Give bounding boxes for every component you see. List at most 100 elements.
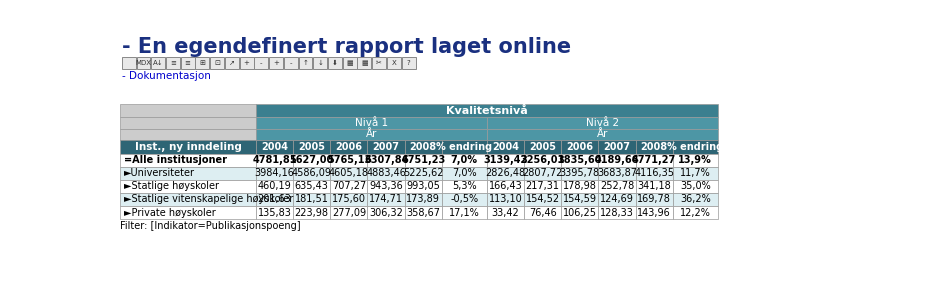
- Text: 2826,48: 2826,48: [485, 168, 525, 178]
- Text: -: -: [290, 60, 292, 66]
- Text: 635,43: 635,43: [295, 181, 329, 191]
- Text: 4189,66: 4189,66: [595, 155, 640, 165]
- Bar: [524, 167, 561, 180]
- Bar: [358, 57, 371, 69]
- Bar: [524, 193, 561, 206]
- Bar: [487, 167, 524, 180]
- Text: 2008: 2008: [410, 142, 437, 152]
- Text: ⊞: ⊞: [199, 60, 206, 66]
- Text: ⊡: ⊡: [214, 60, 220, 66]
- Bar: [487, 180, 524, 193]
- Bar: [673, 154, 718, 167]
- Bar: [487, 193, 524, 206]
- Text: 7,0%: 7,0%: [451, 155, 478, 165]
- Text: A↓: A↓: [153, 60, 164, 66]
- Bar: [120, 180, 256, 193]
- Text: 124,69: 124,69: [600, 194, 634, 204]
- Bar: [331, 193, 368, 206]
- Bar: [561, 206, 599, 219]
- Text: ≡: ≡: [184, 60, 191, 66]
- Bar: [599, 206, 636, 219]
- Text: ✂: ✂: [376, 60, 382, 66]
- Bar: [122, 57, 136, 69]
- Text: ►Statlige vitenskapelige høyskoler: ►Statlige vitenskapelige høyskoler: [124, 194, 293, 204]
- Text: 174,71: 174,71: [369, 194, 403, 204]
- Bar: [120, 118, 256, 129]
- Bar: [166, 57, 180, 69]
- Bar: [269, 57, 283, 69]
- Bar: [293, 193, 331, 206]
- Text: 201,63: 201,63: [258, 194, 291, 204]
- Text: % endring: % endring: [668, 142, 723, 152]
- Text: ►Private høyskoler: ►Private høyskoler: [124, 208, 216, 218]
- Bar: [673, 167, 718, 180]
- Bar: [636, 206, 673, 219]
- Text: 106,25: 106,25: [563, 208, 597, 218]
- Text: 4586,09: 4586,09: [291, 168, 331, 178]
- Bar: [487, 154, 524, 167]
- Bar: [239, 57, 253, 69]
- Text: MDX: MDX: [136, 60, 152, 66]
- Text: 7,0%: 7,0%: [452, 168, 477, 178]
- Bar: [331, 180, 368, 193]
- Text: 76,46: 76,46: [529, 208, 557, 218]
- Bar: [196, 57, 209, 69]
- Bar: [487, 129, 718, 140]
- Bar: [405, 180, 442, 193]
- Text: 5225,62: 5225,62: [403, 168, 443, 178]
- Text: 173,89: 173,89: [406, 194, 440, 204]
- Bar: [442, 206, 487, 219]
- Bar: [401, 57, 415, 69]
- Text: 11,7%: 11,7%: [680, 168, 710, 178]
- Bar: [561, 193, 599, 206]
- Text: 6307,84: 6307,84: [364, 155, 409, 165]
- Bar: [442, 180, 487, 193]
- Bar: [256, 104, 718, 118]
- Text: ≡: ≡: [170, 60, 176, 66]
- Text: - Dokumentasjon: - Dokumentasjon: [122, 71, 210, 81]
- Bar: [293, 206, 331, 219]
- Bar: [599, 154, 636, 167]
- Bar: [284, 57, 298, 69]
- Bar: [120, 193, 256, 206]
- Bar: [405, 206, 442, 219]
- Bar: [636, 140, 673, 154]
- Text: 2007: 2007: [603, 142, 630, 152]
- Text: 2005: 2005: [529, 142, 556, 152]
- Bar: [120, 104, 256, 118]
- Text: -: -: [260, 60, 263, 66]
- Text: 5765,13: 5765,13: [327, 155, 371, 165]
- Text: -0,5%: -0,5%: [451, 194, 479, 204]
- Text: Nivå 1: Nivå 1: [355, 118, 388, 128]
- Text: 13,9%: 13,9%: [679, 155, 712, 165]
- Bar: [368, 167, 405, 180]
- Text: =Alle institusjoner: =Alle institusjoner: [124, 155, 227, 165]
- Bar: [368, 206, 405, 219]
- Text: 707,27: 707,27: [331, 181, 366, 191]
- Text: 4605,18: 4605,18: [329, 168, 369, 178]
- Bar: [331, 140, 368, 154]
- Bar: [524, 154, 561, 167]
- Text: 143,96: 143,96: [638, 208, 671, 218]
- Text: ►Universiteter: ►Universiteter: [124, 168, 196, 178]
- Bar: [293, 140, 331, 154]
- Text: 154,59: 154,59: [563, 194, 597, 204]
- Bar: [673, 206, 718, 219]
- Bar: [487, 118, 718, 129]
- Text: 6751,23: 6751,23: [401, 155, 445, 165]
- Text: 135,83: 135,83: [258, 208, 291, 218]
- Bar: [368, 180, 405, 193]
- Bar: [599, 167, 636, 180]
- Bar: [405, 154, 442, 167]
- Text: 3395,78: 3395,78: [560, 168, 600, 178]
- Bar: [405, 140, 442, 154]
- Text: 3139,42: 3139,42: [483, 155, 528, 165]
- Bar: [561, 154, 599, 167]
- Text: Kvalitetsnivå: Kvalitetsnivå: [446, 106, 528, 116]
- Bar: [636, 167, 673, 180]
- Bar: [293, 154, 331, 167]
- Bar: [599, 140, 636, 154]
- Text: 358,67: 358,67: [406, 208, 440, 218]
- Bar: [299, 57, 313, 69]
- Bar: [256, 140, 293, 154]
